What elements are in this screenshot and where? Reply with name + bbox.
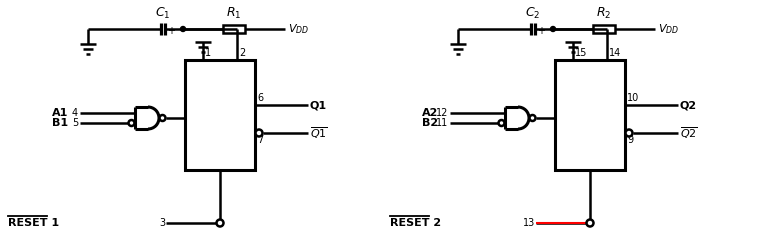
Text: 7: 7 [257,135,263,145]
Bar [185,60,255,170]
Bar [593,25,615,33]
Text: $R_1$: $R_1$ [226,6,242,21]
Circle shape [216,220,223,227]
Text: 14: 14 [609,48,621,58]
Text: +: + [537,26,545,36]
Text: B1: B1 [52,118,68,128]
Text: 10: 10 [627,93,639,103]
Text: 12: 12 [436,108,448,118]
Circle shape [587,220,594,227]
Text: 15: 15 [575,48,588,58]
Circle shape [529,115,535,121]
Text: 4: 4 [72,108,78,118]
Text: A2: A2 [422,108,438,118]
Text: 13: 13 [523,218,535,228]
Bar [223,25,245,33]
Circle shape [255,129,262,136]
Text: 9: 9 [627,135,633,145]
Text: +: + [167,26,175,36]
Text: 1: 1 [205,48,211,58]
Circle shape [129,120,134,126]
Text: $\overline{Q1}$: $\overline{Q1}$ [310,125,328,141]
Text: 5: 5 [72,118,78,128]
Text: A1: A1 [51,108,68,118]
Text: $C_2$: $C_2$ [525,6,541,21]
Text: 3: 3 [159,218,165,228]
Text: RESET 1: RESET 1 [8,218,59,228]
Text: Q1: Q1 [310,100,327,110]
Text: $V_{DD}$: $V_{DD}$ [288,22,309,36]
Text: RESET 2: RESET 2 [390,218,441,228]
Text: B2: B2 [422,118,438,128]
Text: 6: 6 [257,93,263,103]
Text: $V_{DD}$: $V_{DD}$ [658,22,680,36]
Circle shape [160,115,166,121]
Text: $R_2$: $R_2$ [597,6,611,21]
Bar [555,60,625,170]
Circle shape [180,26,186,32]
Text: 2: 2 [239,48,245,58]
Circle shape [626,129,633,136]
Text: $C_1$: $C_1$ [155,6,171,21]
Text: $\overline{Q2}$: $\overline{Q2}$ [680,125,698,141]
Text: 11: 11 [436,118,448,128]
Circle shape [499,120,505,126]
Text: Q2: Q2 [680,100,697,110]
Circle shape [551,26,555,32]
